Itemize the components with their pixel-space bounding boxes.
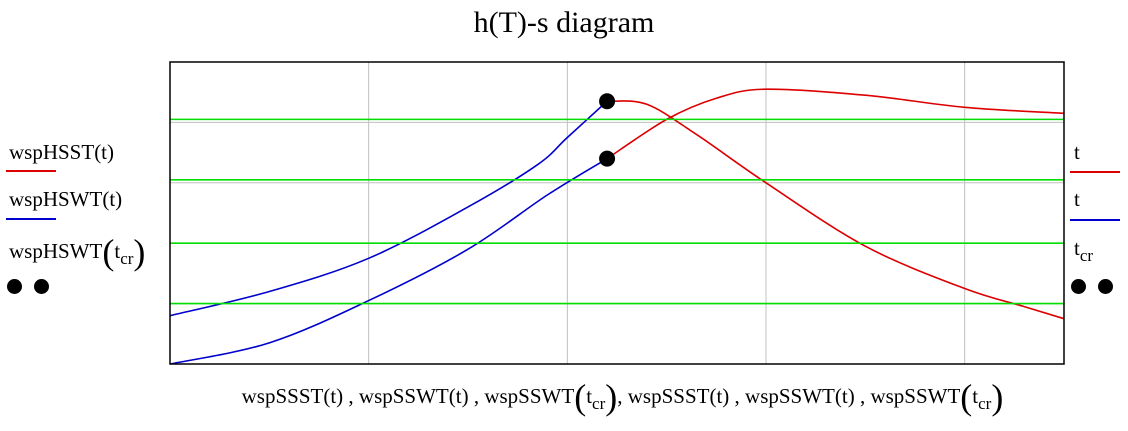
markers [599, 93, 616, 167]
series-line-4 [606, 88, 1065, 160]
grid-lines [170, 62, 1064, 364]
legend-left-3-t: t [114, 239, 121, 263]
legend-marker-dot [1098, 279, 1113, 294]
legend-left-2-line [6, 218, 56, 220]
legend-left-3-close-paren: ) [133, 232, 146, 272]
legend-right-1-line [1070, 171, 1120, 173]
legend-marker-dot [7, 279, 22, 294]
legend-right-3-label: tcr [1074, 236, 1093, 264]
legend-left-3-main: wspHSWT [9, 239, 103, 263]
x-axis-t-1: t [586, 384, 593, 408]
legend-right-3-main: t [1074, 236, 1080, 260]
series-line-2 [169, 157, 608, 365]
legend-left-3-open-paren: ( [102, 232, 115, 272]
x-axis-close-paren-1: ) [605, 377, 618, 417]
legend-left-3-sub: cr [120, 249, 134, 268]
legend-left-1-line [6, 170, 56, 172]
legend-right-2-line [1070, 219, 1120, 221]
x-axis-open-paren-2: ( [960, 377, 973, 417]
series-line-3 [607, 100, 1065, 320]
critical-point-marker [599, 150, 616, 167]
critical-point-marker [599, 93, 616, 110]
legend-right-3-sub: cr [1079, 246, 1094, 265]
x-axis-label-part2: , wspSSST(t) , wspSSWT(t) , wspSSWT [617, 384, 961, 408]
legend-left-3-label: wspHSWT(tcr) [9, 234, 145, 270]
x-axis-close-paren-2: ) [991, 377, 1004, 417]
legend-marker-dot [34, 279, 49, 294]
series-lines [169, 88, 1065, 365]
x-axis-sub-2: cr [978, 394, 992, 413]
chart-title: h(T)-s diagram [473, 6, 655, 39]
legend-left-2-label: wspHSWT(t) [9, 187, 123, 211]
legend-right-markers [1071, 279, 1125, 299]
plot-frame [169, 61, 1065, 365]
legend-marker-dot [1071, 279, 1086, 294]
legend-right-1-label: t [1074, 140, 1080, 164]
x-axis-label-part1: wspSSST(t) , wspSSWT(t) , wspSSWT [241, 384, 575, 408]
x-axis-t-2: t [972, 384, 979, 408]
legend-left-markers [7, 279, 61, 299]
legend-left-1-label: wspHSST(t) [9, 140, 115, 164]
x-axis-sub-1: cr [592, 394, 606, 413]
series-line-1 [169, 100, 608, 317]
legend-right-2-label: t [1074, 187, 1080, 211]
x-axis-label: wspSSST(t) , wspSSWT(t) , wspSSWT(tcr), … [0, 376, 1128, 416]
x-axis-open-paren-1: ( [574, 377, 587, 417]
